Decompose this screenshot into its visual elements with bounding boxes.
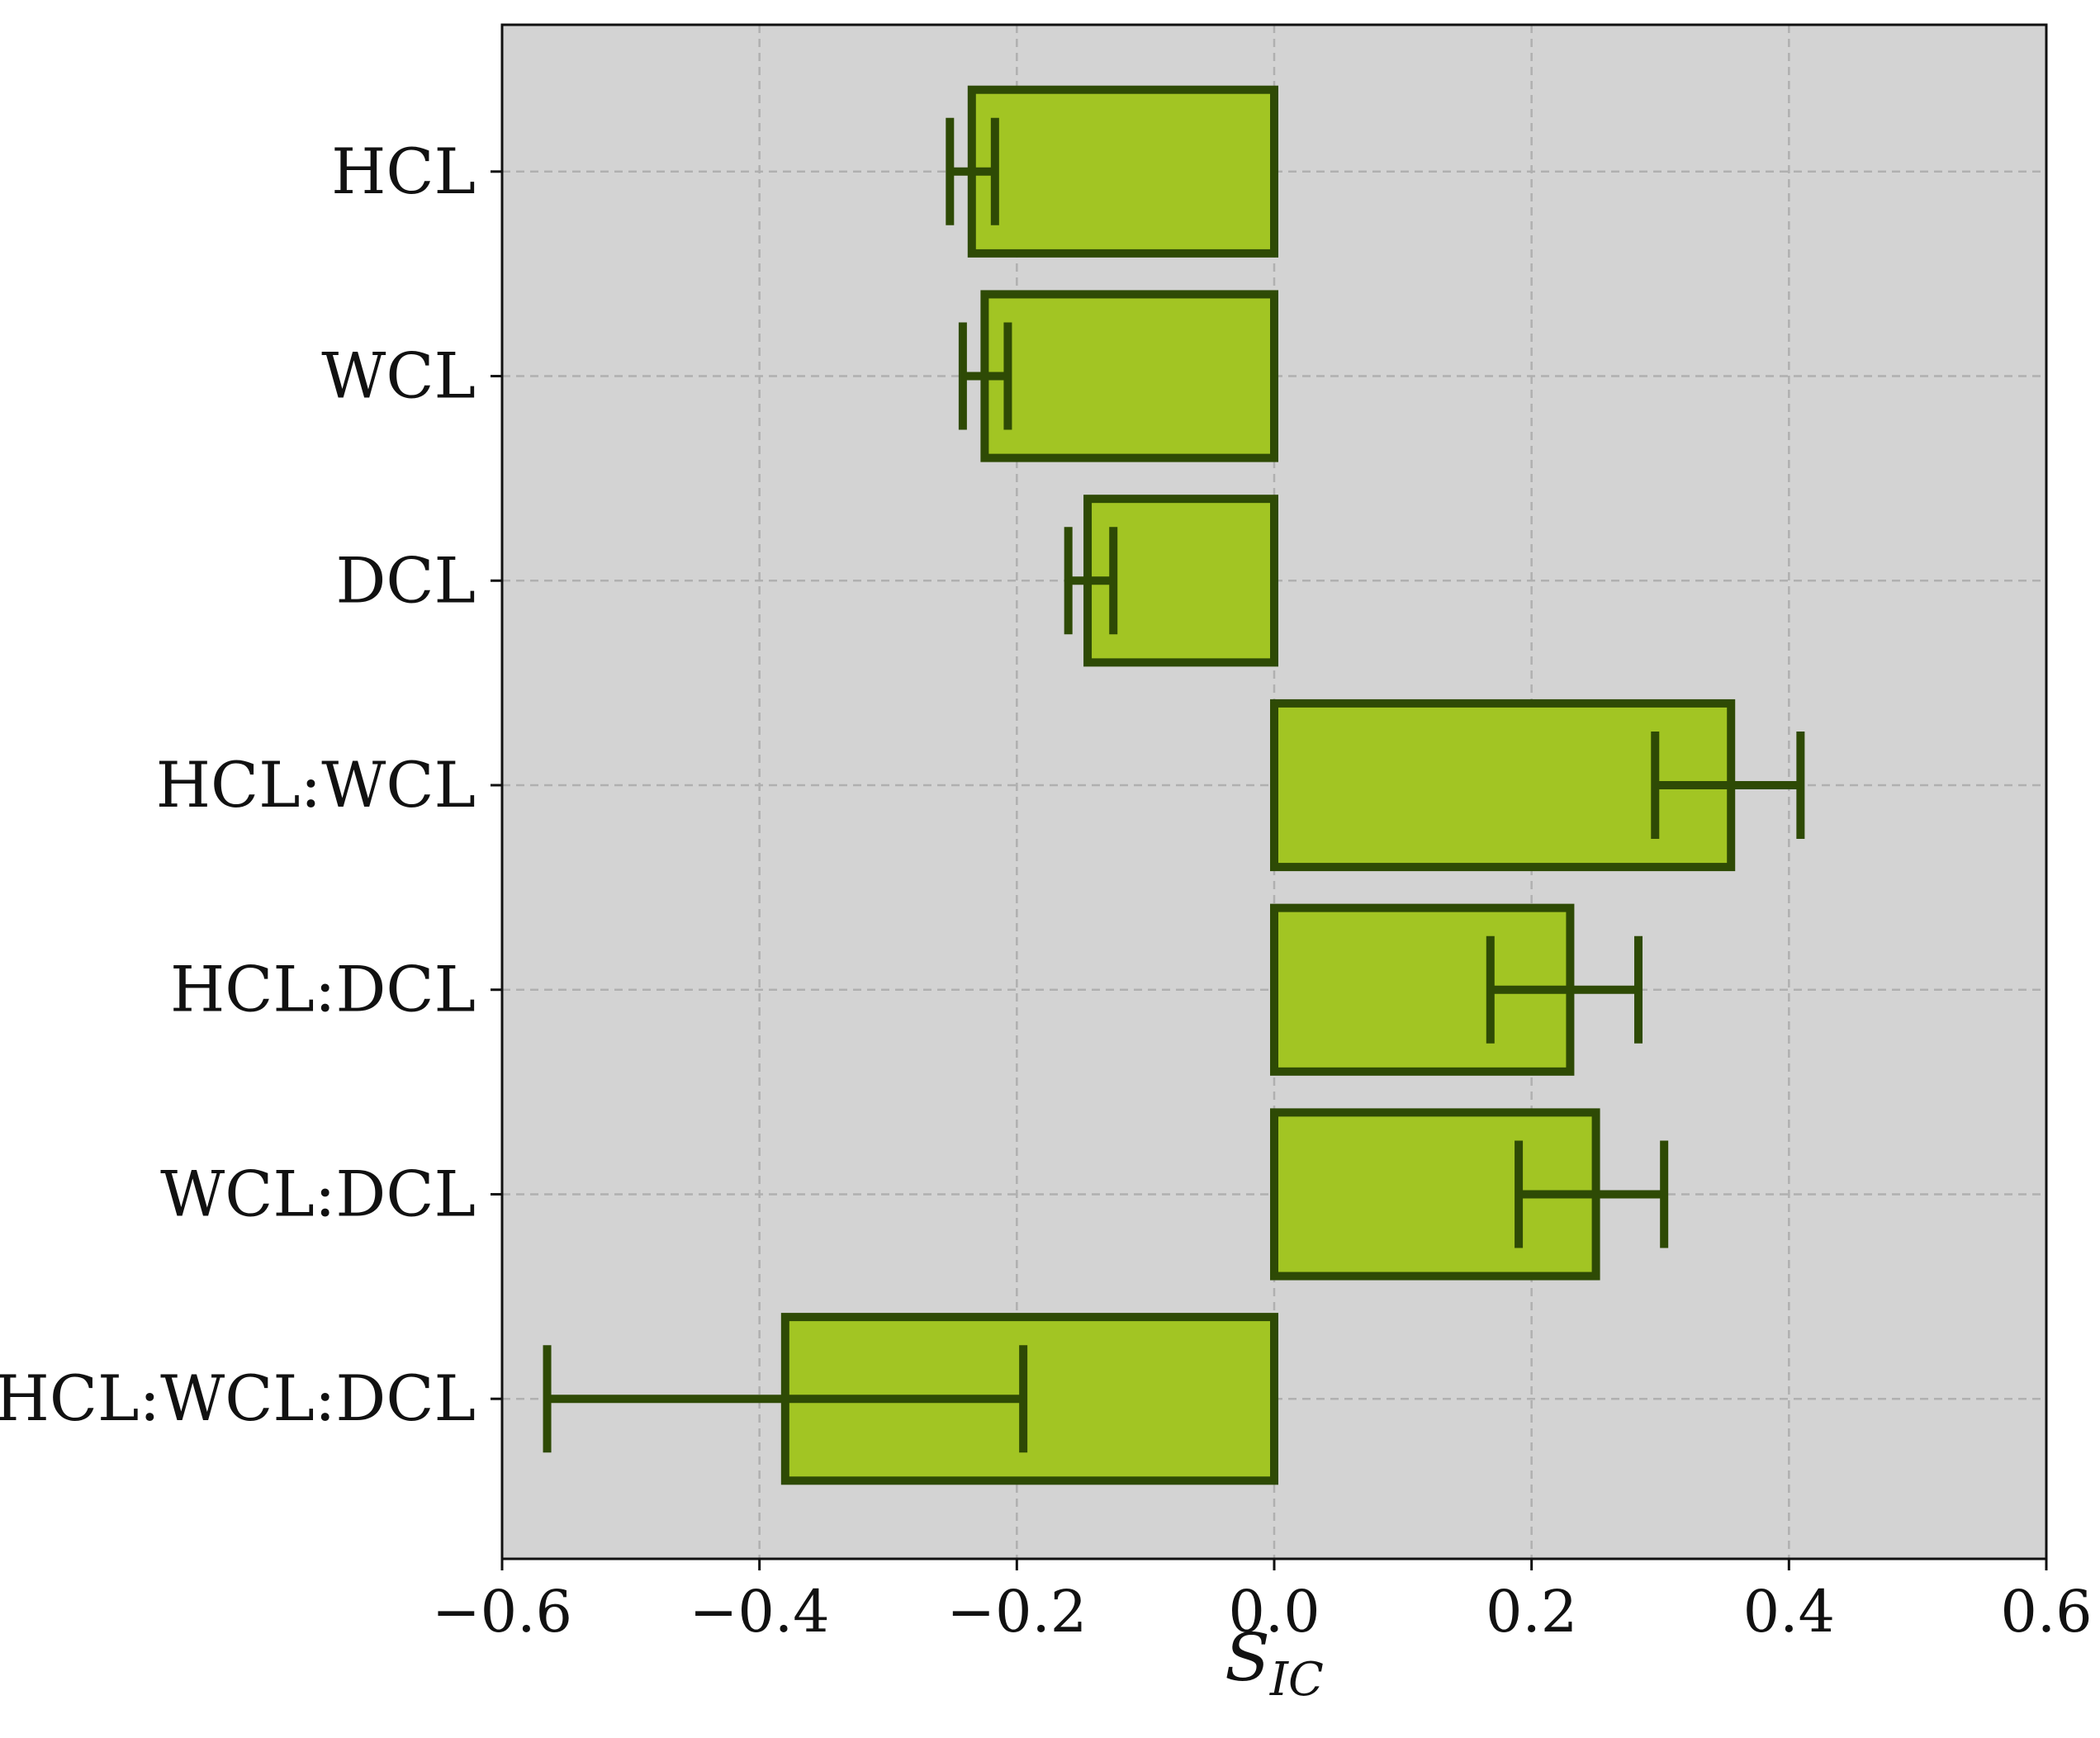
- error-bars: [543, 117, 1805, 1453]
- bar-wcl: [980, 290, 1278, 462]
- y-tick-label: WCL:DCL: [160, 1157, 476, 1230]
- error-bar-hcl-wcl: [1651, 732, 1805, 839]
- y-axis-ticks: HCL WCL DCL HCL:WCL HCL:DCL WCL:DCL HCL:WCL:DC…: [0, 135, 502, 1435]
- y-tick-label: HCL:WCL:DCL: [0, 1362, 476, 1435]
- x-axis-title-main: S: [1225, 1619, 1270, 1696]
- error-bar-wcl-dcl: [1515, 1140, 1669, 1248]
- x-tick-label: 0.4: [1743, 1578, 1835, 1646]
- y-tick-label: DCL: [335, 543, 476, 617]
- y-tick-label: HCL:WCL: [156, 748, 476, 822]
- x-tick-label: −0.4: [690, 1578, 830, 1646]
- y-tick-label: WCL: [321, 339, 476, 413]
- error-bar-hcl: [946, 117, 999, 225]
- x-axis-ticks: −0.6 −0.4 −0.2 0.0 0.2 0.4 0.6: [432, 1559, 2093, 1646]
- x-tick-label: 0.6: [2000, 1578, 2092, 1646]
- x-tick-label: −0.2: [946, 1578, 1087, 1646]
- x-axis-title: SIC: [1225, 1619, 1324, 1707]
- x-axis-title-subscript: IC: [1269, 1653, 1324, 1707]
- x-tick-label: 0.0: [1228, 1578, 1320, 1646]
- error-bar-hcl-wcl-dcl: [543, 1345, 1028, 1453]
- error-bar-hcl-dcl: [1486, 935, 1643, 1044]
- y-tick-label: HCL: [331, 135, 476, 208]
- y-tick-label: HCL:DCL: [170, 953, 476, 1026]
- x-tick-label: −0.6: [432, 1578, 572, 1646]
- error-bar-wcl: [958, 322, 1012, 430]
- bar-hcl: [967, 85, 1278, 258]
- x-tick-label: 0.2: [1486, 1578, 1577, 1646]
- error-bar-dcl: [1064, 527, 1118, 635]
